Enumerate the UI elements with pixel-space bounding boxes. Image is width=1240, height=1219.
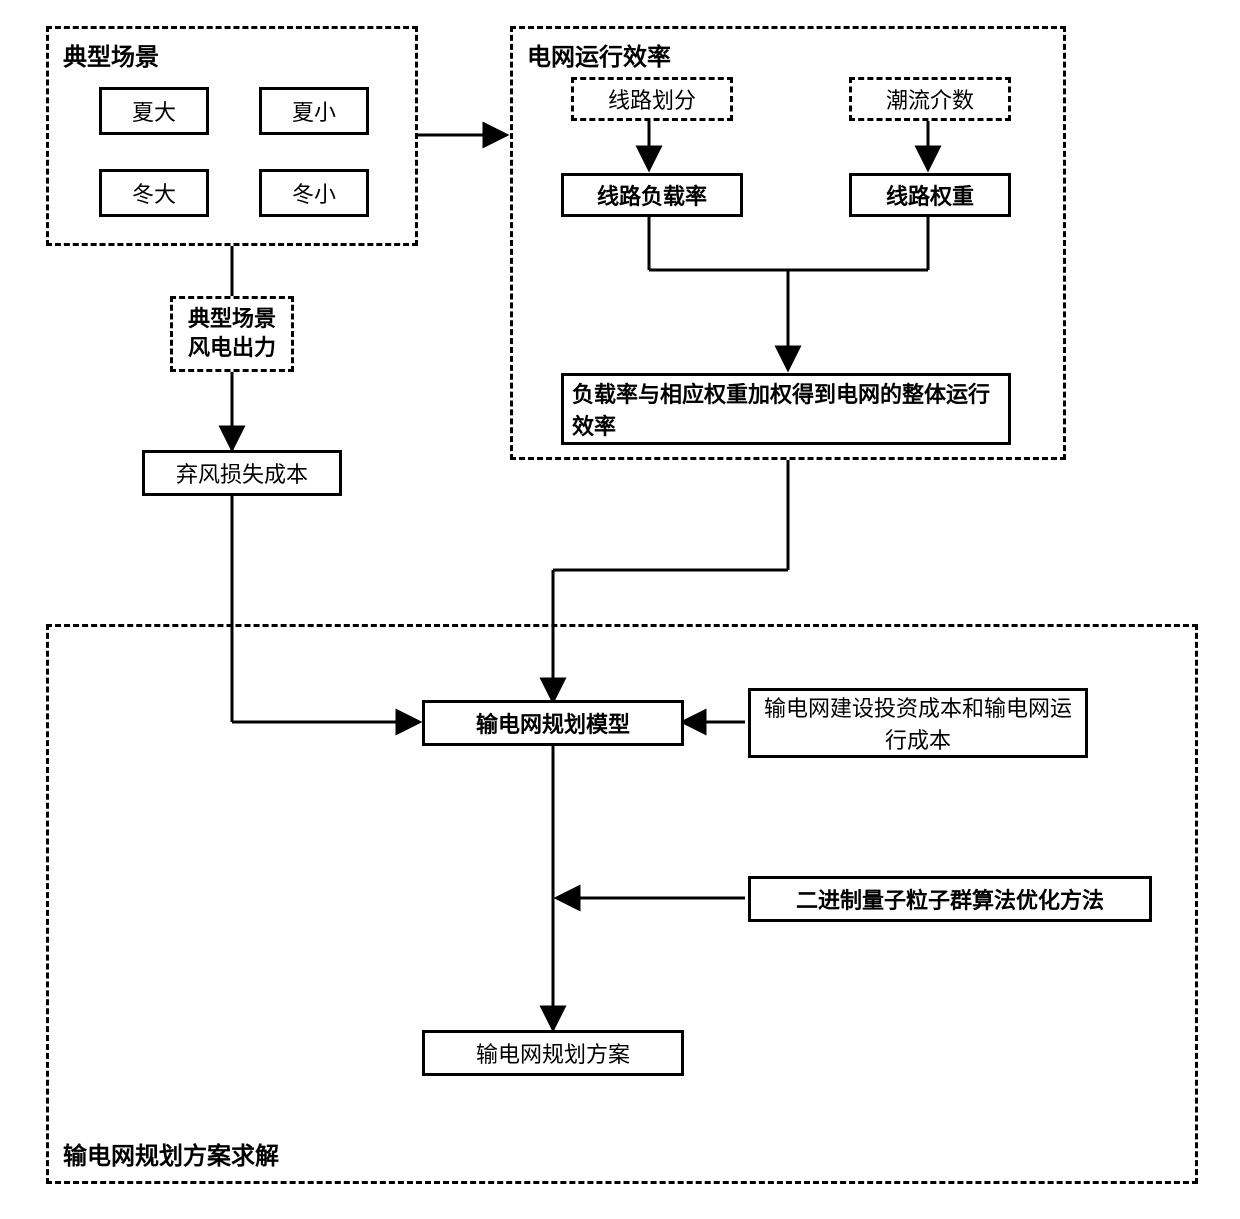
box-wind-output: 典型场景风电出力: [170, 296, 294, 372]
group-grid-efficiency: 电网运行效率 线路划分 潮流介数 线路负载率 线路权重 负载率与相应权重加权得到…: [510, 26, 1066, 460]
box-line-weight: 线路权重: [849, 173, 1011, 217]
box-winter-big: 冬大: [99, 169, 209, 217]
box-planning-result: 输电网规划方案: [422, 1030, 684, 1076]
box-weighted-efficiency: 负载率与相应权重加权得到电网的整体运行效率: [561, 373, 1011, 445]
box-curtailment-cost: 弃风损失成本: [142, 450, 342, 496]
box-line-load-rate: 线路负载率: [561, 173, 743, 217]
box-summer-big: 夏大: [99, 87, 209, 135]
diagram-canvas: 典型场景 夏大 夏小 冬大 冬小 电网运行效率 线路划分 潮流介数 线路负载率 …: [0, 0, 1240, 1219]
box-summer-small: 夏小: [259, 87, 369, 135]
group-typical-title: 典型场景: [63, 37, 159, 72]
box-line-division: 线路划分: [571, 77, 733, 121]
group-grid-eff-title: 电网运行效率: [527, 37, 671, 72]
box-winter-small: 冬小: [259, 169, 369, 217]
box-flow-factor: 潮流介数: [849, 77, 1011, 121]
group-solve-title: 输电网规划方案求解: [63, 1136, 279, 1171]
box-bqpso-algorithm: 二进制量子粒子群算法优化方法: [748, 876, 1152, 922]
box-build-operate-cost: 输电网建设投资成本和输电网运行成本: [748, 688, 1088, 758]
box-planning-model: 输电网规划模型: [422, 700, 684, 746]
group-typical-scenarios: 典型场景 夏大 夏小 冬大 冬小: [46, 26, 418, 246]
